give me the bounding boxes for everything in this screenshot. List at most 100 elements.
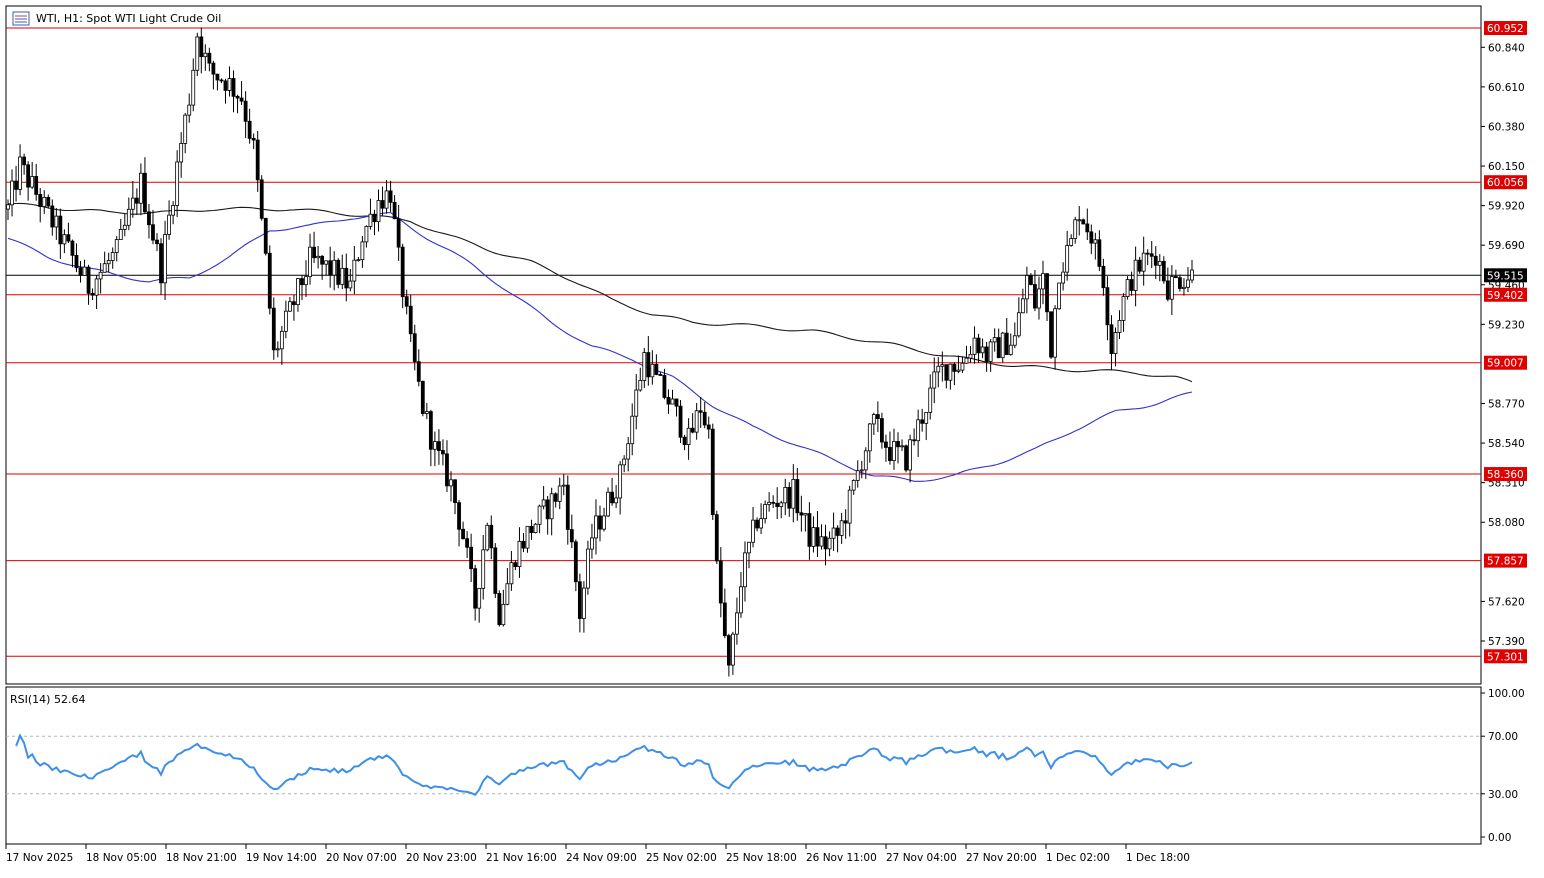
candle-body	[541, 499, 546, 507]
candle-body	[388, 190, 393, 203]
level-label-box	[1484, 467, 1527, 482]
level-label-text: 59.007	[1487, 358, 1524, 370]
time-tick-label: 27 Nov 04:00	[886, 852, 957, 864]
candle-body	[70, 240, 75, 256]
candle-body	[1020, 298, 1025, 314]
candle-body	[996, 337, 1001, 359]
candle-body	[1129, 279, 1134, 291]
candle-body	[702, 411, 707, 426]
candle-body	[916, 419, 921, 442]
current-price-label: 59.515	[1487, 270, 1524, 282]
candle-body	[376, 200, 381, 223]
candle-body	[207, 52, 212, 64]
candle-body	[618, 464, 623, 499]
candle-body	[690, 427, 695, 433]
candle-body	[980, 346, 985, 354]
price-tick-label: 59.920	[1488, 201, 1525, 213]
candle-body	[42, 197, 47, 207]
candle-body	[783, 487, 788, 504]
candle-body	[449, 479, 453, 487]
candle-body	[183, 114, 188, 144]
candle-body	[118, 229, 123, 240]
moving-averages	[7, 202, 1193, 482]
candle-body	[714, 514, 719, 562]
candle-body	[1085, 223, 1090, 233]
candle-body	[1008, 344, 1013, 355]
candle-body	[110, 252, 115, 261]
candle-body	[143, 172, 147, 213]
candle-body	[863, 450, 868, 471]
candle-body	[489, 524, 494, 549]
candle-body	[1061, 271, 1066, 284]
candle-body	[1016, 312, 1021, 337]
candle-body	[706, 424, 711, 430]
candle-body	[324, 260, 329, 265]
candle-body	[747, 541, 751, 554]
candle-body	[678, 405, 683, 438]
candle-body	[614, 497, 619, 504]
time-tick-label: 24 Nov 09:00	[566, 852, 637, 864]
candle-body	[674, 398, 679, 407]
candle-body	[1012, 335, 1017, 346]
candle-body	[320, 255, 325, 265]
current-price-box	[1484, 268, 1527, 283]
candle-body	[1081, 219, 1086, 225]
candle-body	[1101, 265, 1106, 289]
candle-body	[855, 470, 860, 481]
fast-moving-average	[7, 212, 1193, 482]
rsi-tick-label: 100.00	[1488, 688, 1525, 700]
candle-body	[332, 259, 337, 276]
candle-body	[94, 278, 99, 296]
candle-body	[62, 234, 67, 245]
candle-body	[316, 255, 320, 259]
candle-body	[1024, 275, 1029, 300]
candle-body	[54, 215, 59, 228]
level-label-text: 59.402	[1487, 290, 1524, 302]
candle-body	[513, 562, 518, 568]
candle-body	[952, 363, 957, 372]
candle-body	[831, 527, 836, 539]
candle-body	[944, 364, 949, 381]
candle-body	[759, 518, 763, 529]
candle-body	[1125, 279, 1130, 297]
time-tick-label: 20 Nov 07:00	[326, 852, 397, 864]
candle-body	[960, 362, 965, 371]
level-label-text: 57.857	[1487, 556, 1524, 568]
slow-moving-average	[7, 202, 1193, 383]
candle-body	[167, 214, 171, 235]
candle-body	[843, 520, 848, 524]
candle-body	[328, 260, 333, 276]
price-tick-label: 60.380	[1488, 121, 1525, 133]
candle-body	[634, 389, 639, 417]
candle-body	[308, 246, 312, 278]
candle-body	[1033, 284, 1037, 309]
candle-body	[14, 180, 18, 190]
candle-body	[58, 215, 63, 245]
candle-body	[457, 502, 461, 530]
candle-body	[896, 441, 900, 448]
candle-body	[175, 161, 180, 206]
candle-body	[352, 259, 357, 282]
candle-body	[437, 441, 441, 451]
candle-body	[312, 246, 316, 259]
candle-body	[521, 540, 526, 549]
candle-body	[428, 411, 433, 450]
candle-body	[726, 635, 731, 666]
candle-body	[1037, 288, 1041, 309]
candle-body	[255, 139, 260, 181]
candle-body	[453, 479, 457, 503]
candle-body	[739, 586, 743, 614]
candle-body	[1065, 245, 1070, 273]
candle-body	[380, 200, 385, 209]
candle-body	[751, 519, 755, 543]
candle-body	[630, 415, 635, 445]
candle-body	[1097, 239, 1102, 267]
candle-body	[606, 491, 610, 517]
candle-body	[1049, 311, 1053, 358]
candle-body	[662, 375, 667, 398]
candle-body	[191, 69, 196, 106]
candle-body	[529, 525, 534, 533]
candle-body	[30, 176, 35, 188]
candle-body	[646, 352, 651, 378]
